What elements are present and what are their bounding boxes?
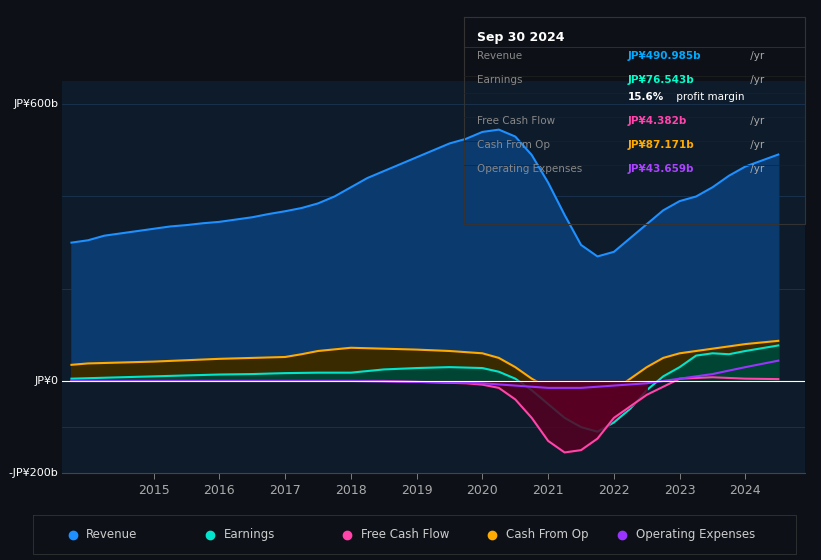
Text: Revenue: Revenue — [86, 528, 138, 542]
Text: /yr: /yr — [746, 116, 764, 126]
Text: Cash From Op: Cash From Op — [507, 528, 589, 542]
Text: JP¥76.543b: JP¥76.543b — [627, 75, 695, 85]
Text: JP¥600b: JP¥600b — [14, 99, 58, 109]
Text: Free Cash Flow: Free Cash Flow — [478, 116, 556, 126]
Text: Free Cash Flow: Free Cash Flow — [361, 528, 450, 542]
Text: JP¥87.171b: JP¥87.171b — [627, 140, 695, 150]
Text: JP¥0: JP¥0 — [34, 376, 58, 386]
Text: -JP¥200b: -JP¥200b — [9, 468, 58, 478]
Text: Earnings: Earnings — [224, 528, 275, 542]
Text: Operating Expenses: Operating Expenses — [478, 164, 583, 174]
Text: JP¥4.382b: JP¥4.382b — [627, 116, 687, 126]
Text: Earnings: Earnings — [478, 75, 523, 85]
Text: /yr: /yr — [746, 140, 764, 150]
Text: Sep 30 2024: Sep 30 2024 — [478, 31, 565, 44]
Text: /yr: /yr — [746, 164, 764, 174]
Text: /yr: /yr — [746, 75, 764, 85]
Text: Cash From Op: Cash From Op — [478, 140, 551, 150]
Text: /yr: /yr — [746, 51, 764, 61]
Text: profit margin: profit margin — [673, 92, 745, 102]
Text: Operating Expenses: Operating Expenses — [636, 528, 755, 542]
Text: JP¥43.659b: JP¥43.659b — [627, 164, 694, 174]
Text: Revenue: Revenue — [478, 51, 523, 61]
Text: 15.6%: 15.6% — [627, 92, 663, 102]
Text: JP¥490.985b: JP¥490.985b — [627, 51, 701, 61]
